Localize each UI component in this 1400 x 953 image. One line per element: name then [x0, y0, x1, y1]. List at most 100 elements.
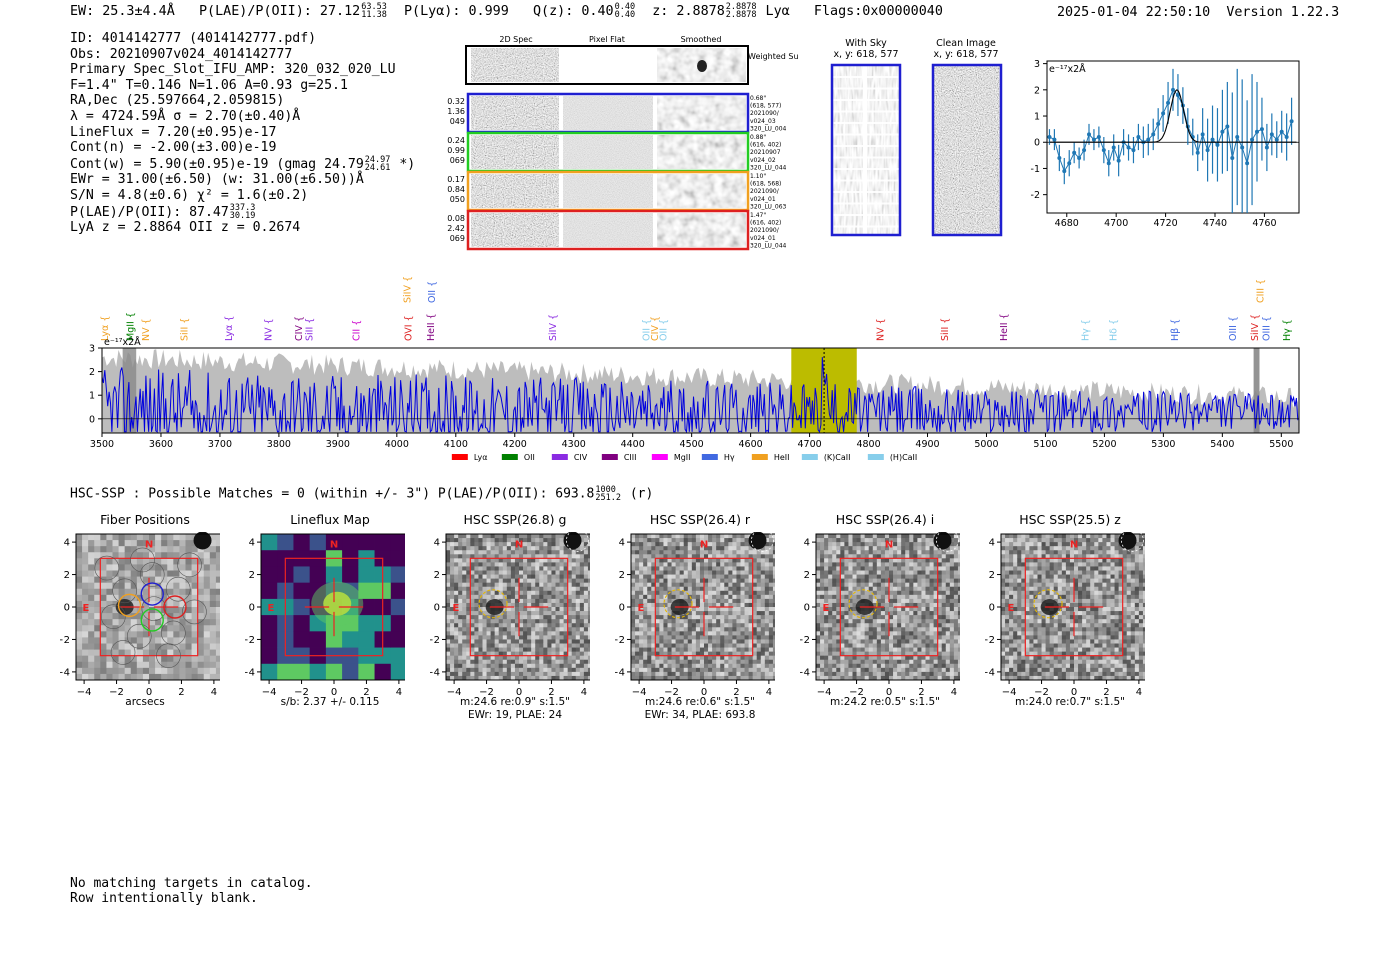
- image-pixel: [498, 562, 504, 567]
- image-pixel: [679, 639, 685, 644]
- image-pixel: [768, 550, 774, 555]
- image-pixel: [149, 607, 156, 614]
- image-pixel: [575, 631, 581, 636]
- image-pixel: [643, 619, 648, 624]
- image-pixel: [929, 663, 935, 669]
- image-pixel: [909, 574, 914, 580]
- image-pixel: [905, 594, 910, 600]
- image-pixel: [203, 570, 211, 577]
- image-pixel: [744, 570, 750, 575]
- image-pixel: [76, 613, 83, 620]
- image-pixel: [631, 546, 636, 551]
- image-pixel: [161, 619, 168, 626]
- image-pixel: [655, 566, 660, 571]
- image-pixel: [651, 538, 656, 543]
- image-pixel: [667, 542, 672, 547]
- image-pixel: [768, 586, 774, 592]
- image-pixel: [699, 655, 705, 661]
- image-pixel: [643, 582, 648, 588]
- image-pixel: [474, 586, 479, 592]
- image-pixel: [856, 619, 862, 624]
- image-pixel: [559, 578, 565, 584]
- image-pixel: [744, 586, 750, 592]
- image-pixel: [917, 635, 922, 640]
- image-pixel: [772, 639, 775, 644]
- image-pixel: [631, 607, 636, 612]
- image-pixel: [519, 538, 524, 543]
- image-pixel: [579, 586, 585, 592]
- image-pixel: [744, 582, 750, 588]
- image-pixel: [466, 615, 471, 620]
- image-pixel: [921, 639, 926, 644]
- image-pixel: [663, 647, 668, 653]
- image-pixel: [124, 552, 132, 559]
- image-pixel: [897, 607, 902, 612]
- image-pixel: [498, 647, 504, 653]
- header-datetime: 2025-01-04 22:50:10: [1057, 5, 1211, 20]
- image-pixel: [671, 663, 677, 669]
- image-pixel: [884, 586, 890, 592]
- image-pixel: [130, 582, 138, 590]
- image-pixel: [691, 671, 697, 677]
- image-pixel: [933, 578, 939, 584]
- image-pixel: [925, 659, 930, 665]
- image-pixel: [691, 550, 697, 555]
- image-pixel: [679, 594, 685, 600]
- image-pixel: [149, 649, 156, 657]
- image-pixel: [832, 546, 837, 551]
- image-pixel: [149, 655, 156, 663]
- image-pixel: [506, 598, 512, 604]
- image-pixel: [675, 586, 681, 592]
- image-pixel: [925, 594, 930, 600]
- image-pixel: [752, 659, 758, 665]
- image-pixel: [832, 534, 837, 539]
- image-pixel: [209, 546, 217, 553]
- image-pixel: [106, 570, 113, 577]
- image-pixel: [880, 578, 886, 584]
- image-pixel: [179, 558, 186, 565]
- image-pixel: [736, 594, 741, 600]
- image-pixel: [732, 590, 737, 596]
- image-pixel: [112, 576, 119, 584]
- spectral-line-label: OII {: [658, 319, 669, 341]
- image-pixel: [687, 639, 693, 644]
- image-pixel: [880, 590, 886, 596]
- image-pixel: [519, 635, 524, 640]
- image-pixel: [470, 615, 475, 620]
- image-pixel: [704, 590, 709, 596]
- image-pixel: [699, 675, 705, 681]
- image-pixel: [571, 590, 577, 596]
- image-pixel: [450, 578, 455, 584]
- image-pixel: [567, 639, 573, 644]
- image-pixel: [583, 546, 589, 551]
- image-pixel: [884, 643, 890, 648]
- image-pixel: [893, 659, 898, 665]
- image-pixel: [909, 643, 914, 648]
- image-pixel: [639, 607, 644, 612]
- image-pixel: [454, 627, 459, 632]
- image-pixel: [933, 643, 939, 648]
- image-pixel: [543, 631, 548, 636]
- panel-xtick-label: −2: [479, 687, 494, 698]
- image-pixel: [752, 594, 758, 600]
- image-pixel: [852, 611, 857, 616]
- image-pixel: [482, 643, 487, 648]
- image-pixel: [643, 586, 648, 592]
- image-pixel: [462, 619, 467, 624]
- image-pixel: [454, 558, 459, 563]
- image-pixel: [667, 574, 672, 580]
- image-pixel: [655, 631, 660, 636]
- image-pixel: [555, 655, 560, 661]
- image-pixel: [695, 602, 701, 608]
- image-pixel: [191, 667, 199, 675]
- image-pixel: [728, 643, 733, 648]
- image-pixel: [486, 611, 492, 616]
- image-pixel: [494, 538, 500, 543]
- image-pixel: [740, 562, 745, 567]
- image-pixel: [880, 671, 886, 677]
- image-pixel: [94, 673, 101, 681]
- image-pixel: [643, 611, 648, 616]
- image-pixel: [744, 534, 750, 539]
- image-pixel: [880, 663, 886, 669]
- image-pixel: [462, 554, 467, 559]
